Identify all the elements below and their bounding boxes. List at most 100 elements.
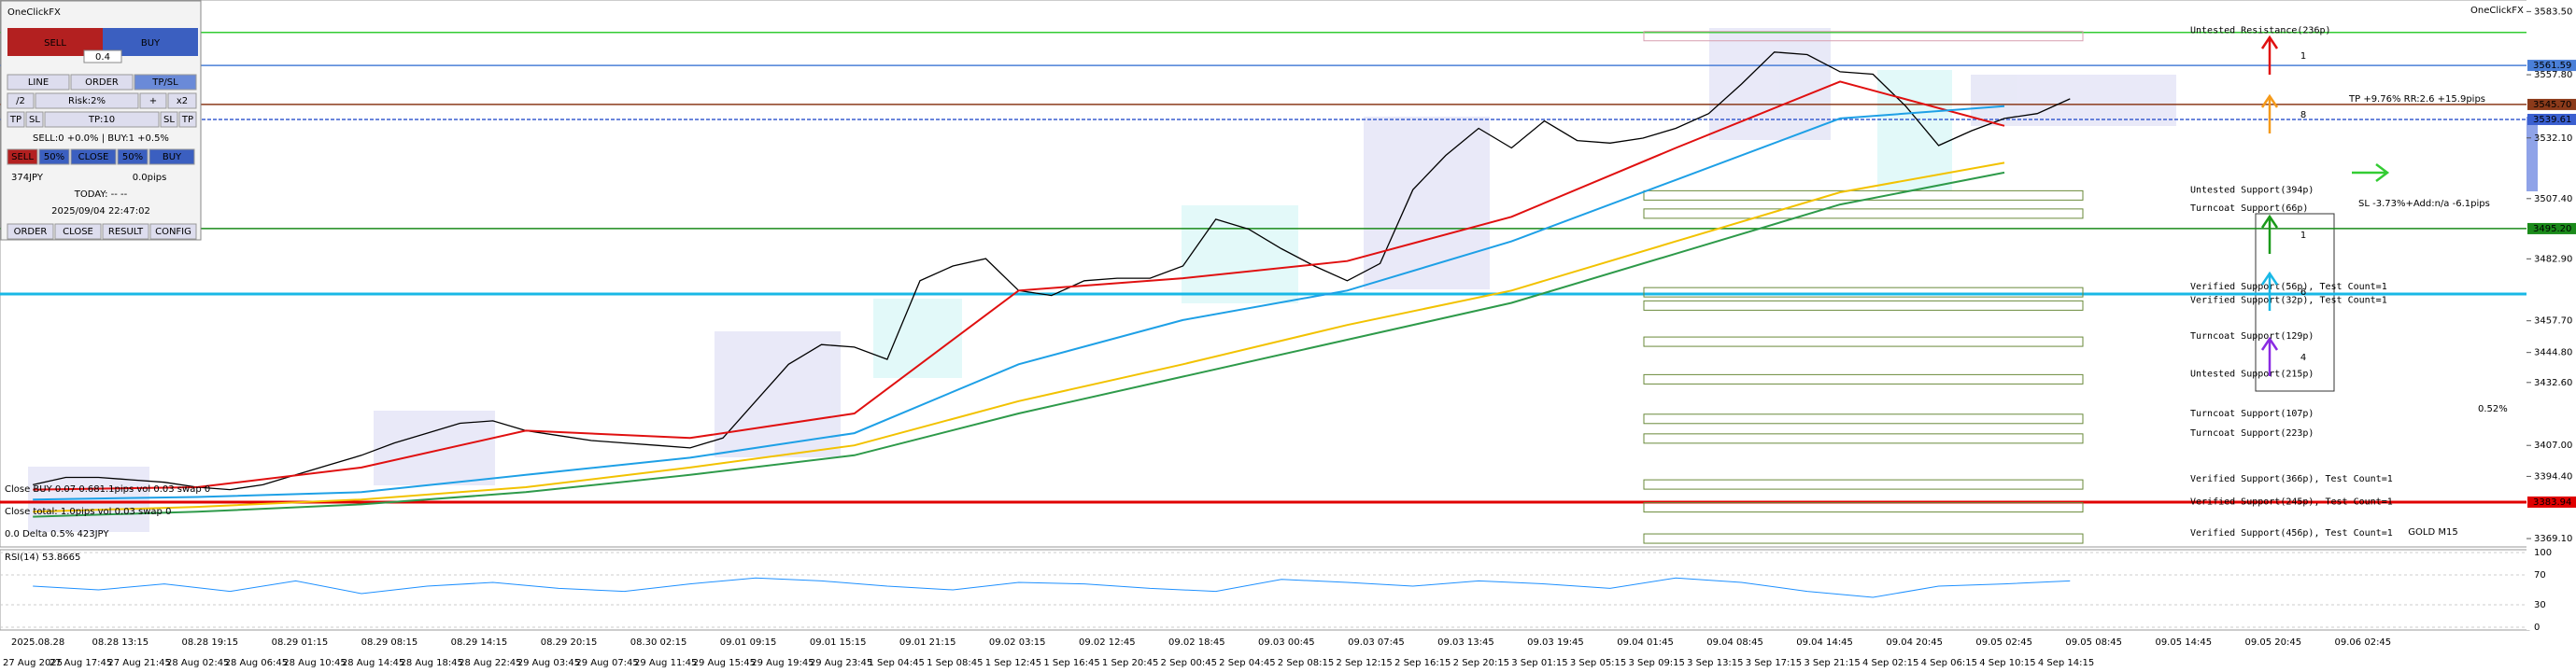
tab-label: LINE xyxy=(28,77,49,88)
y-tick-label: 3444.80 xyxy=(2534,348,2572,358)
action-label: SELL xyxy=(11,152,34,162)
zone xyxy=(1643,287,2084,298)
signal-arrow-head xyxy=(2260,214,2279,229)
rsi-tick-label: 100 xyxy=(2534,548,2552,558)
time-label: 09.04 20:45 xyxy=(1886,637,1943,648)
zone xyxy=(1643,300,2084,311)
date-label: 1 Sep 12:45 xyxy=(985,658,1041,668)
tab-label: TP/SL xyxy=(151,77,178,88)
action-button[interactable] xyxy=(70,148,117,165)
signal-label: 4 xyxy=(2300,353,2306,363)
tpsl-button[interactable] xyxy=(7,111,25,128)
date-label: 1 Sep 08:45 xyxy=(927,658,983,668)
date-label: 29 Aug 15:45 xyxy=(693,658,756,668)
action-button[interactable] xyxy=(149,148,195,165)
time-label: 08.28 19:15 xyxy=(182,637,239,648)
date-label: 29 Aug 07:45 xyxy=(575,658,638,668)
zone xyxy=(1643,413,2084,425)
time-label: 09.05 14:45 xyxy=(2155,637,2212,648)
tpsl-label: TP:10 xyxy=(88,115,115,125)
bottom-tab-button[interactable] xyxy=(7,223,54,240)
zone-label: Turncoat Support(129p) xyxy=(2190,331,2314,342)
bottom-tab-button[interactable] xyxy=(149,223,197,240)
panel-title: OneClickFX xyxy=(7,7,61,18)
lot-box[interactable] xyxy=(83,49,122,63)
risk-label: Risk:2% xyxy=(68,96,106,106)
level-tag xyxy=(2527,496,2576,508)
signal-arrow-head xyxy=(2260,93,2279,108)
sell-label: SELL xyxy=(44,38,66,49)
zone xyxy=(1643,479,2084,490)
date-label: 4 Sep 02:15 xyxy=(1862,658,1918,668)
box xyxy=(1971,75,2176,126)
zone xyxy=(1643,433,2084,444)
date-label: 28 Aug 18:45 xyxy=(400,658,462,668)
zone xyxy=(1643,31,2084,42)
date-label: 3 Sep 09:15 xyxy=(1629,658,1685,668)
time-label: 09.05 20:45 xyxy=(2244,637,2301,648)
zone xyxy=(1643,533,2084,544)
time-label: 08.30 02:15 xyxy=(630,637,687,648)
date-label: 29 Aug 11:45 xyxy=(634,658,697,668)
sl-text: SL -3.73%+Add:n/a -6.1pips xyxy=(2358,199,2490,209)
date-label: 3 Sep 13:15 xyxy=(1687,658,1743,668)
box xyxy=(374,411,495,485)
y-tick-label: 3482.90 xyxy=(2534,254,2572,264)
tab-button[interactable] xyxy=(134,74,197,91)
action-button[interactable] xyxy=(38,148,70,165)
bottom-tab-button[interactable] xyxy=(54,223,102,240)
date-label: 3 Sep 05:15 xyxy=(1570,658,1626,668)
action-button[interactable] xyxy=(7,148,38,165)
tab-button[interactable] xyxy=(70,74,134,91)
tpsl-button[interactable] xyxy=(178,111,197,128)
zone xyxy=(1643,502,2084,513)
action-button[interactable] xyxy=(117,148,149,165)
action-label: CLOSE xyxy=(78,152,109,162)
date-label: 3 Sep 17:15 xyxy=(1746,658,1802,668)
risk-button[interactable] xyxy=(167,92,197,109)
time-label: 08.29 20:15 xyxy=(541,637,598,648)
box xyxy=(1877,70,1952,191)
date-label: 4 Sep 06:15 xyxy=(1921,658,1977,668)
date-label: 2 Sep 04:45 xyxy=(1219,658,1275,668)
risk-button[interactable] xyxy=(139,92,167,109)
zone-label: Turncoat Support(223p) xyxy=(2190,428,2314,439)
date-label: 2 Sep 12:15 xyxy=(1336,658,1392,668)
risk-label: x2 xyxy=(177,96,188,106)
time-label: 09.04 14:45 xyxy=(1796,637,1853,648)
action-label: 50% xyxy=(44,152,64,162)
time-label: 09.03 13:45 xyxy=(1437,637,1494,648)
zone-label: Turncoat Support(66p) xyxy=(2190,203,2308,214)
time-label: 09.03 00:45 xyxy=(1258,637,1315,648)
level-label: 3383.94 xyxy=(2533,497,2571,508)
date-label: 28 Aug 06:45 xyxy=(225,658,288,668)
time-label: 08.29 08:15 xyxy=(361,637,418,648)
tab-button[interactable] xyxy=(7,74,70,91)
date-label: 1 Sep 20:45 xyxy=(1102,658,1158,668)
time-label: 09.04 01:45 xyxy=(1617,637,1674,648)
tpsl-label: TP xyxy=(9,115,21,125)
zone xyxy=(1643,208,2084,219)
date-label: 3 Sep 21:15 xyxy=(1804,658,1860,668)
tpsl-button[interactable] xyxy=(25,111,44,128)
date-label: 27 Aug 21:45 xyxy=(107,658,170,668)
risk-button[interactable] xyxy=(7,92,35,109)
tpsl-button[interactable] xyxy=(44,111,160,128)
date-label: 27 Aug 2025 xyxy=(3,658,63,668)
date-label: 2 Sep 00:45 xyxy=(1161,658,1217,668)
bottom-tab-button[interactable] xyxy=(102,223,149,240)
level-tag xyxy=(2527,60,2576,72)
level-label: 3561.59 xyxy=(2533,61,2571,71)
signal-label: 1 xyxy=(2300,51,2306,62)
level-label: 3545.70 xyxy=(2533,100,2571,110)
time-label: 09.02 12:45 xyxy=(1079,637,1136,648)
tpsl-button[interactable] xyxy=(160,111,178,128)
signal-arrow-head xyxy=(2260,35,2279,49)
rsi-tick-label: 0 xyxy=(2534,623,2540,633)
risk-button[interactable] xyxy=(35,92,139,109)
bottom-tab-label: CLOSE xyxy=(63,227,93,237)
signal-label: 1 xyxy=(2300,231,2306,241)
date-label: 28 Aug 14:45 xyxy=(342,658,404,668)
corner-label: OneClickFX xyxy=(2470,6,2524,16)
time-label: 08.29 01:15 xyxy=(272,637,329,648)
